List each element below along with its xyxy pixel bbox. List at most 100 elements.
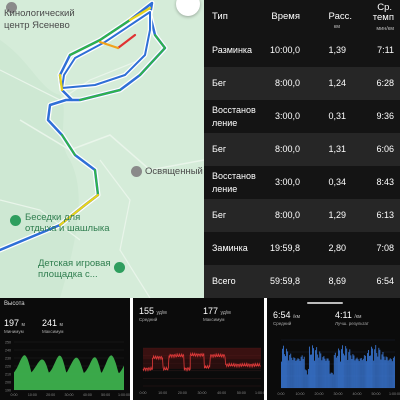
playground-icon[interactable]: [114, 262, 125, 273]
pace-bar: [356, 357, 358, 388]
map-poi-marker[interactable]: [6, 2, 17, 13]
heartrate-max: 177 уд/м: [203, 306, 231, 316]
pace-bar: [327, 358, 329, 388]
lap-row[interactable]: Разминка 10:00,0 1,39 7:11: [204, 34, 400, 67]
pace-bar: [373, 360, 375, 388]
route-map[interactable]: Кинологический центр Ясенево Освященный …: [0, 0, 204, 298]
pace-bar: [344, 355, 346, 388]
heartrate-line: [142, 351, 261, 372]
heartrate-avg-unit: уд/м: [156, 310, 167, 316]
pace-bar: [284, 354, 285, 388]
pace-bar: [350, 355, 352, 388]
pace-bar: [392, 357, 394, 388]
panel-handle: [307, 302, 343, 304]
pace-bar: [389, 358, 391, 388]
pace-bar: [291, 357, 293, 388]
pace-bar: [296, 359, 298, 388]
elevation-area: [14, 355, 124, 390]
pace-bar: [311, 354, 312, 388]
pace-bar: [379, 349, 381, 388]
lap-distance: 8,69: [328, 276, 346, 286]
pace-bar: [351, 359, 353, 388]
pace-bar: [331, 372, 333, 388]
pace-avg-label: Средний: [273, 321, 292, 326]
pace-bar: [357, 359, 359, 388]
elevation-xtick: 0:00: [11, 393, 18, 397]
elevation-panel[interactable]: 250 240 230 220 210 200 190 0:00 10:00 20:00 30:00…: [0, 298, 133, 400]
laps-table-header: Тип Время Расс. км Ср. темп мин/км: [204, 0, 400, 34]
lap-row[interactable]: Восстанов 3:00,0 0,31 9:36 ление: [204, 100, 400, 133]
pace-bar: [374, 349, 376, 388]
header-pace-line1: Ср.: [377, 2, 392, 13]
map-label-osvyash: Освященный: [145, 166, 203, 177]
pace-best-unit: /км: [354, 314, 362, 320]
header-type: Тип: [212, 11, 228, 22]
header-dist: Расс.: [328, 11, 352, 22]
lap-distance: 1,31: [328, 144, 346, 154]
pace-bar: [372, 348, 374, 388]
pace-bar: [342, 345, 343, 388]
pace-bar: [390, 359, 392, 388]
pace-bar: [380, 359, 382, 388]
pace-bar: [354, 360, 356, 388]
lap-row[interactable]: Бег 8:00,0 1,29 6:13: [204, 199, 400, 232]
lap-distance: 0,34: [328, 177, 346, 187]
pace-bar: [360, 357, 362, 388]
heartrate-panel[interactable]: 0:00 10:00 20:00 30:00 40:00 50:00 1:00:00 155…: [133, 298, 267, 400]
pace-bar: [326, 358, 328, 388]
pace-bar: [362, 358, 364, 388]
pace-bar: [383, 356, 385, 388]
map-label-playground-1: Детская игровая: [38, 258, 111, 269]
pace-bar: [371, 346, 372, 388]
lap-pace: 7:08: [376, 243, 394, 253]
pace-best-value: 4:11: [335, 310, 352, 320]
lap-time: 3:00,0: [274, 111, 300, 121]
pace-xtick: 1:00:00: [389, 392, 400, 396]
pace-bar: [289, 355, 291, 388]
pace-bar: [355, 358, 357, 388]
pace-bar: [282, 348, 283, 388]
lap-pace: 9:36: [376, 111, 394, 121]
pace-bar: [387, 360, 389, 388]
lap-row[interactable]: Заминка 19:59,8 2,80 7:08: [204, 232, 400, 265]
lap-distance: 1,39: [328, 45, 346, 55]
header-pace-unit: мин/км: [376, 26, 394, 32]
church-icon[interactable]: [131, 166, 142, 177]
heartrate-xtick: 20:00: [178, 391, 187, 395]
lap-row[interactable]: Бег 8:00,0 1,31 6:06: [204, 133, 400, 166]
pace-bar: [285, 356, 286, 388]
pace-bar: [393, 356, 395, 388]
lap-row[interactable]: Всего 59:59,8 8,69 6:54: [204, 265, 400, 298]
pace-bar: [335, 357, 337, 388]
lap-row[interactable]: Восстанов 3:00,0 0,34 8:43 ление: [204, 166, 400, 199]
heartrate-avg-label: Средний: [139, 317, 158, 322]
lap-pace: 6:13: [376, 210, 394, 220]
pace-bar: [283, 345, 284, 388]
lap-type: Бег: [212, 144, 227, 154]
park-icon[interactable]: [10, 215, 21, 226]
pace-bar: [347, 359, 349, 388]
pace-bar: [304, 369, 306, 388]
lap-row[interactable]: Бег 8:00,0 1,24 6:28: [204, 67, 400, 100]
pace-bar: [345, 346, 347, 388]
pace-bar: [292, 360, 294, 388]
pace-bar: [294, 358, 296, 388]
elevation-ytick: 190: [5, 388, 11, 392]
lap-type-line2: ление: [212, 184, 238, 194]
pace-bar: [376, 353, 378, 388]
lap-time: 19:59,8: [269, 243, 300, 253]
pace-bar: [352, 354, 354, 388]
lap-distance: 2,80: [328, 243, 346, 253]
pace-bar: [303, 356, 305, 388]
heartrate-xtick: 10:00: [158, 391, 167, 395]
elevation-xtick: 50:00: [101, 393, 110, 397]
map-label-gazebos-1: Беседки для: [25, 212, 81, 223]
pace-bar: [329, 373, 331, 388]
lap-time: 8:00,0: [274, 78, 300, 88]
pace-bar: [358, 361, 360, 388]
pace-bar: [288, 360, 290, 388]
pace-panel[interactable]: 0:00 10:00 20:00 30:00 40:00 50:00 1:00:00 6:5…: [267, 298, 400, 400]
map-expand-button[interactable]: [176, 0, 200, 16]
